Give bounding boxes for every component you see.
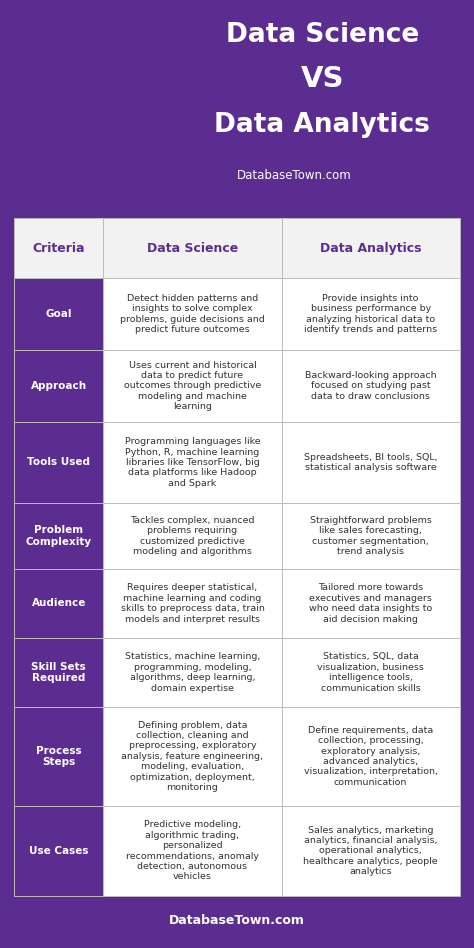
Text: VS: VS [301,65,344,93]
Text: Tackles complex, nuanced
problems requiring
customized predictive
modeling and a: Tackles complex, nuanced problems requir… [130,516,255,556]
Bar [103,350,282,422]
Bar [103,422,282,503]
Bar [282,422,460,503]
Bar [103,707,282,806]
Text: Statistics, machine learning,
programming, modeling,
algorithms, deep learning,
: Statistics, machine learning, programmin… [125,652,260,693]
Text: Audience: Audience [32,598,86,609]
Bar [14,350,103,422]
Bar [103,218,282,278]
Text: Goal: Goal [46,309,72,319]
Bar [282,503,460,569]
Bar [14,707,103,806]
Text: DatabaseTown.com: DatabaseTown.com [169,915,305,927]
Bar [14,569,103,638]
Text: Requires deeper statistical,
machine learning and coding
skills to preprocess da: Requires deeper statistical, machine lea… [120,583,264,624]
Text: Detect hidden patterns and
insights to solve complex
problems, guide decisions a: Detect hidden patterns and insights to s… [120,294,265,334]
Text: Tailored more towards
executives and managers
who need data insights to
aid deci: Tailored more towards executives and man… [309,583,432,624]
Text: Data Science: Data Science [226,23,419,48]
Text: Process
Steps: Process Steps [36,745,82,767]
Text: Defining problem, data
collection, cleaning and
preprocessing, exploratory
analy: Defining problem, data collection, clean… [121,720,264,793]
Text: Data Science: Data Science [147,242,238,254]
Bar [14,806,103,896]
Text: Uses current and historical
data to predict future
outcomes through predictive
m: Uses current and historical data to pred… [124,360,261,411]
Bar [282,806,460,896]
Bar [103,638,282,707]
Bar [282,707,460,806]
Bar [282,218,460,278]
Text: Problem
Complexity: Problem Complexity [26,525,92,547]
Text: Predictive modeling,
algorithmic trading,
personalized
recommendations, anomaly
: Predictive modeling, algorithmic trading… [126,820,259,882]
Bar [282,638,460,707]
Bar [282,278,460,350]
Bar [103,806,282,896]
Text: Spreadsheets, BI tools, SQL,
statistical analysis software: Spreadsheets, BI tools, SQL, statistical… [304,453,438,472]
Bar [103,503,282,569]
Bar [14,218,103,278]
Bar [103,569,282,638]
Bar [14,278,103,350]
Bar [282,350,460,422]
Bar [282,569,460,638]
Text: DatabaseTown.com: DatabaseTown.com [237,169,351,182]
Bar [14,422,103,503]
Bar [103,278,282,350]
Text: Approach: Approach [31,381,87,391]
Text: Sales analytics, marketing
analytics, financial analysis,
operational analytics,: Sales analytics, marketing analytics, fi… [303,826,438,876]
Bar [14,503,103,569]
Text: Provide insights into
business performance by
analyzing historical data to
ident: Provide insights into business performan… [304,294,437,334]
Text: Data Analytics: Data Analytics [214,112,430,138]
Text: Backward-looking approach
focused on studying past
data to draw conclusions: Backward-looking approach focused on stu… [305,371,437,401]
Text: Skill Sets
Required: Skill Sets Required [31,662,86,684]
Text: Straightforward problems
like sales forecasting,
customer segmentation,
trend an: Straightforward problems like sales fore… [310,516,432,556]
Text: Define requirements, data
collection, processing,
exploratory analysis,
advanced: Define requirements, data collection, pr… [304,726,438,787]
Text: Data Analytics: Data Analytics [320,242,421,254]
Text: Criteria: Criteria [33,242,85,254]
Text: Programming languages like
Python, R, machine learning
libraries like TensorFlow: Programming languages like Python, R, ma… [125,437,260,488]
Text: Statistics, SQL, data
visualization, business
intelligence tools,
communication : Statistics, SQL, data visualization, bus… [317,652,424,693]
Text: Tools Used: Tools Used [27,458,90,467]
Bar [14,638,103,707]
Text: Use Cases: Use Cases [29,846,89,856]
